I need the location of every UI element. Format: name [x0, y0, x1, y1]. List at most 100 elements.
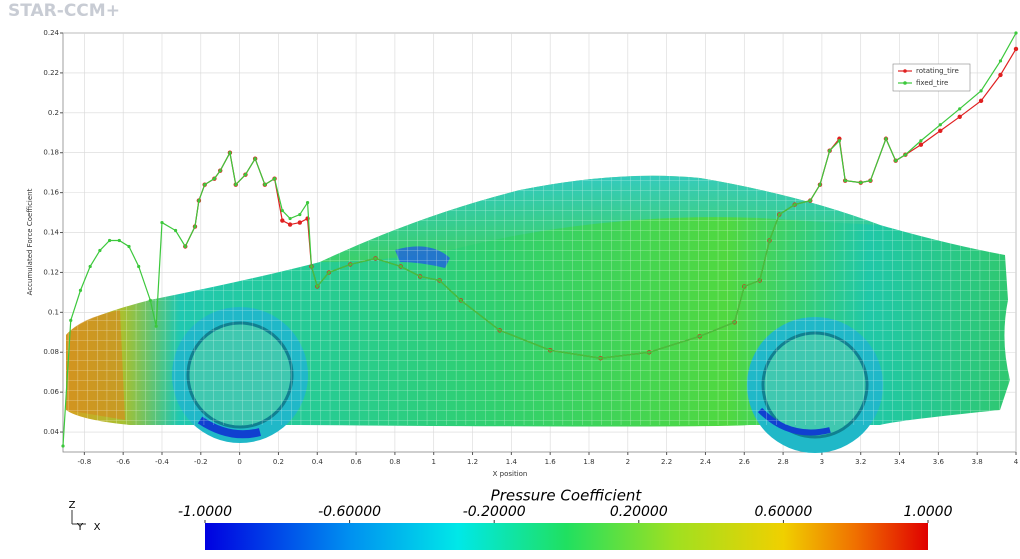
colorbar-tick-label: 0.20000: [610, 504, 668, 520]
y-tick-label: 0.14: [43, 229, 59, 237]
data-point: [498, 329, 501, 332]
data-point: [374, 257, 377, 260]
y-tick-label: 0.06: [43, 388, 59, 396]
data-point: [213, 177, 216, 180]
x-axis-label: X position: [493, 470, 528, 478]
data-point: [459, 299, 462, 302]
data-point: [298, 220, 302, 224]
data-point: [254, 157, 257, 160]
colorbar-title: Pressure Coefficient: [491, 487, 643, 505]
x-tick-label: -0.6: [116, 458, 130, 466]
data-point: [399, 265, 402, 268]
data-point: [958, 107, 961, 110]
data-point: [844, 179, 847, 182]
x-tick-label: 2.2: [661, 458, 672, 466]
x-tick-label: 3.8: [972, 458, 983, 466]
x-tick-label: 0.2: [273, 458, 284, 466]
data-point: [1014, 31, 1017, 34]
data-point: [919, 139, 922, 142]
x-tick-label: 1: [431, 458, 435, 466]
colorbar-tick-label: -0.20000: [463, 504, 526, 520]
legend-label: fixed_tire: [916, 79, 948, 87]
triad-y-label: Y: [76, 522, 84, 533]
data-point: [155, 325, 158, 328]
y-tick-label: 0.22: [43, 69, 59, 77]
triad-x-label: X: [94, 522, 101, 533]
data-point: [938, 129, 942, 133]
x-tick-label: 0.6: [351, 458, 363, 466]
data-point: [828, 149, 831, 152]
data-point: [979, 89, 982, 92]
data-point: [818, 183, 821, 186]
data-point: [419, 275, 422, 278]
data-point: [998, 73, 1002, 77]
data-point: [438, 279, 441, 282]
y-tick-label: 0.18: [43, 149, 59, 157]
data-point: [958, 115, 962, 119]
plot-area: rotating_tire fixed_tire: [60, 31, 1018, 455]
legend-marker: [903, 81, 907, 85]
x-tick-label: 3.2: [855, 458, 866, 466]
y-axis-label: Accumulated Force Coefficient: [26, 188, 34, 295]
data-point: [149, 299, 152, 302]
data-point: [327, 271, 330, 274]
data-point: [219, 169, 222, 172]
data-point: [758, 279, 761, 282]
x-tick-label: 1.4: [506, 458, 518, 466]
legend-marker: [903, 69, 907, 73]
y-tick-label: 0.2: [48, 109, 59, 117]
data-point: [118, 239, 121, 242]
data-point: [884, 137, 887, 140]
x-tick-label: 1.8: [583, 458, 594, 466]
legend-label: rotating_tire: [916, 67, 959, 75]
screenshot: STAR-CCM+ rotating_tire fixed_tire X posi…: [0, 0, 1020, 559]
data-point: [193, 225, 196, 228]
data-point: [869, 179, 872, 182]
data-point: [288, 222, 292, 226]
x-tick-label: 2.8: [778, 458, 789, 466]
colorbar-tick-label: -0.60000: [318, 504, 381, 520]
x-tick-label: -0.8: [78, 458, 92, 466]
data-point: [61, 444, 64, 447]
data-point: [743, 285, 746, 288]
x-tick-label: 0.4: [312, 458, 324, 466]
data-point: [316, 285, 319, 288]
data-point: [349, 263, 352, 266]
data-point: [197, 199, 200, 202]
data-point: [203, 183, 206, 186]
data-point: [859, 181, 862, 184]
colorbar-tick-label: 0.60000: [754, 504, 812, 520]
data-point: [281, 209, 284, 212]
data-point: [234, 183, 237, 186]
x-tick-label: 2.4: [700, 458, 712, 466]
colorbar: [205, 523, 928, 550]
data-point: [244, 173, 247, 176]
data-point: [904, 153, 907, 156]
data-point: [108, 239, 111, 242]
data-point: [894, 159, 897, 162]
data-point: [228, 151, 231, 154]
triad-z-label: Z: [69, 500, 76, 511]
x-tick-label: 3: [820, 458, 824, 466]
data-point: [1014, 47, 1018, 51]
x-tick-label: 4: [1014, 458, 1019, 466]
axes-triad: Z Y X: [69, 500, 101, 533]
data-point: [809, 199, 812, 202]
data-point: [160, 221, 163, 224]
data-point: [306, 201, 309, 204]
data-point: [184, 245, 187, 248]
data-point: [549, 349, 552, 352]
y-tick-label: 0.12: [43, 268, 59, 276]
y-tick-label: 0.1: [48, 308, 59, 316]
x-tick-label: 2.6: [739, 458, 751, 466]
y-tick-label: 0.08: [43, 348, 59, 356]
data-point: [98, 249, 101, 252]
brand-logo: STAR-CCM+: [8, 1, 120, 21]
colorbar-tick-label: -1.0000: [178, 504, 232, 520]
data-point: [273, 177, 276, 180]
data-point: [778, 213, 781, 216]
data-point: [733, 321, 736, 324]
x-tick-label: 0.8: [389, 458, 400, 466]
x-tick-label: -0.4: [155, 458, 169, 466]
data-point: [979, 99, 983, 103]
